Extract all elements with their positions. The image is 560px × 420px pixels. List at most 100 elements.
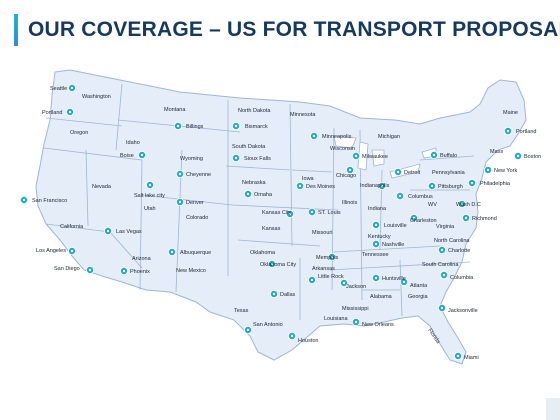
- location-pin-icon: [267, 259, 276, 268]
- location-pin-icon: [175, 197, 184, 206]
- location-pin-icon: [68, 246, 77, 255]
- city-labels: Seattle Portland Billings Bismarck Minneapol…: [32, 86, 541, 361]
- state-label: Oregon: [70, 130, 88, 136]
- location-pin-icon: [371, 239, 380, 248]
- state-label: Idaho: [126, 140, 140, 146]
- location-pin-icon: [351, 151, 360, 160]
- location-pin-icon: [120, 266, 129, 275]
- location-pin-icon: [351, 317, 360, 326]
- city-label: Seattle: [50, 86, 67, 92]
- location-pin-icon: [231, 122, 240, 131]
- state-label: Louisiana: [324, 316, 348, 322]
- location-pin-icon: [345, 165, 354, 174]
- state-label: New Mexico: [176, 268, 206, 274]
- state-label: Wisconsin: [330, 146, 355, 152]
- city-label: Columbus: [408, 194, 433, 200]
- state-label: Arkansas: [312, 266, 335, 272]
- state-label: Pennsylvania: [432, 170, 466, 176]
- state-label: WV: [428, 202, 437, 208]
- city-label: Portland: [42, 110, 63, 116]
- state-borders: [43, 83, 475, 320]
- city-label: Jackson: [346, 284, 366, 290]
- state-label: North Dakota: [238, 108, 271, 114]
- location-pin-icon: [287, 331, 296, 340]
- state-label: Iowa: [302, 176, 315, 182]
- location-pin-icon: [167, 247, 176, 256]
- city-label: Atlanta: [410, 283, 428, 289]
- location-pin-icon: [307, 207, 316, 216]
- state-label: Missouri: [312, 230, 332, 236]
- state-label: North Carolina: [434, 238, 470, 244]
- city-label: Richmond: [472, 216, 497, 222]
- city-label: Bismarck: [245, 124, 268, 130]
- state-label: Arizona: [132, 256, 152, 262]
- location-pin-icon: [307, 275, 316, 284]
- city-label: Billings: [186, 124, 204, 130]
- city-label: Charleston: [410, 218, 437, 224]
- state-label: Nebraska: [242, 180, 266, 186]
- corner-decoration: [546, 398, 560, 420]
- location-pin-icon: [285, 209, 294, 218]
- city-markers: [19, 84, 523, 360]
- location-pin-icon: [243, 189, 252, 198]
- city-label: ST. Louis: [318, 210, 341, 216]
- city-label: Minneapolis: [322, 134, 352, 140]
- state-label: Minnesota: [290, 112, 316, 118]
- location-pin-icon: [393, 167, 402, 176]
- city-label: Buffalo: [440, 153, 457, 159]
- location-pin-icon: [295, 181, 304, 190]
- location-pin-icon: [461, 213, 470, 222]
- state-label: Michigan: [378, 134, 400, 140]
- location-pin-icon: [483, 165, 492, 174]
- location-pin-icon: [86, 265, 95, 274]
- location-pin-icon: [457, 199, 466, 208]
- city-label: San Francisco: [32, 198, 67, 204]
- state-label: Kentucky: [368, 234, 391, 240]
- city-label: Philadelphia: [480, 181, 511, 187]
- city-label: Chicago: [336, 173, 356, 179]
- state-label: Washington: [82, 94, 111, 100]
- city-label: Los Angeles: [36, 248, 66, 254]
- state-label: Colorado: [186, 215, 208, 221]
- location-pin-icon: [514, 151, 523, 160]
- state-label: California: [60, 224, 84, 230]
- location-pin-icon: [467, 178, 476, 187]
- state-label: Montana: [164, 107, 186, 113]
- state-label: Utah: [144, 206, 156, 212]
- city-label: Denver: [186, 200, 204, 206]
- location-pin-icon: [427, 181, 436, 190]
- location-pin-icon: [327, 252, 336, 261]
- us-landmass: [35, 69, 527, 365]
- city-label: Salt lake city: [134, 193, 165, 199]
- city-label: Indianapolis: [360, 183, 390, 189]
- location-pin-icon: [309, 131, 318, 140]
- city-label: Columbia: [450, 275, 474, 281]
- city-label: Pittsburgh: [438, 184, 463, 190]
- location-pin-icon: [439, 270, 448, 279]
- city-label: Detroit: [404, 170, 421, 176]
- location-pin-icon: [145, 180, 154, 189]
- city-label: San Antonio: [253, 322, 283, 328]
- state-label: Indiana: [368, 206, 387, 212]
- state-label: Alabama: [370, 294, 393, 300]
- location-pin-icon: [104, 226, 113, 235]
- location-pin-icon: [175, 169, 184, 178]
- city-label: Des Moines: [306, 184, 335, 190]
- city-label: Milwaukee: [362, 154, 388, 160]
- city-label: Houston: [298, 338, 319, 344]
- location-pin-icon: [503, 127, 512, 136]
- state-label: South Carolina: [422, 262, 459, 268]
- city-label: New Orleans: [362, 322, 394, 328]
- city-label: Wash D.C: [456, 202, 481, 208]
- location-pin-icon: [243, 325, 252, 334]
- state-label: Virginia: [436, 224, 455, 230]
- city-label: Huntsville: [382, 276, 406, 282]
- location-pin-icon: [269, 289, 278, 298]
- city-label: Charlotte: [448, 248, 470, 254]
- city-label: Boston: [524, 154, 541, 160]
- location-pin-icon: [173, 122, 182, 131]
- city-label: Little Rock: [318, 274, 344, 280]
- city-label: Portland: [516, 129, 537, 135]
- city-label: Kansas City: [262, 210, 292, 216]
